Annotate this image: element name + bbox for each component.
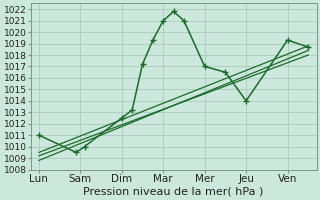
X-axis label: Pression niveau de la mer( hPa ): Pression niveau de la mer( hPa ) xyxy=(84,187,264,197)
